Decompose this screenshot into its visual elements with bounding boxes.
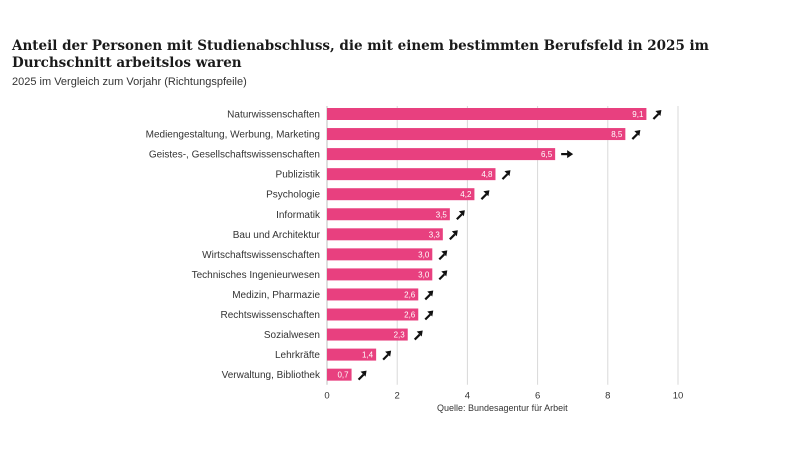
- arrow-shaft: [424, 313, 432, 321]
- bar: [327, 308, 419, 321]
- arrow-head: [427, 290, 434, 297]
- arrow-shaft: [480, 193, 488, 200]
- data-label: 3,3: [429, 230, 441, 239]
- arrow-head: [441, 270, 448, 277]
- chart-subtitle: 2025 im Vergleich zum Vorjahr (Richtungs…: [12, 76, 247, 88]
- arrow-shaft: [413, 333, 421, 341]
- arrow-head: [634, 130, 641, 137]
- category-label: Verwaltung, Bibliothek: [222, 370, 321, 381]
- category-label: Naturwissenschaften: [227, 110, 320, 121]
- arrow-shaft: [357, 373, 365, 381]
- trend-arrow-icon: [438, 270, 448, 281]
- data-label: 3,5: [436, 210, 448, 219]
- arrow-shaft: [501, 173, 509, 180]
- x-tick-label: 2: [395, 391, 400, 402]
- trend-arrow-icon: [561, 150, 574, 159]
- chart-title: Anteil der Personen mit Studienabschluss…: [12, 38, 709, 71]
- arrow-head: [451, 230, 458, 237]
- data-label: 8,5: [611, 130, 623, 139]
- bar: [327, 248, 433, 261]
- bar: [327, 108, 647, 120]
- arrow-shaft: [424, 293, 432, 301]
- arrow-shaft: [438, 273, 446, 281]
- trend-arrow-icon: [631, 130, 641, 140]
- trend-arrow-icon: [357, 370, 367, 381]
- arrow-head: [360, 370, 367, 377]
- bar: [327, 288, 419, 301]
- x-tick-label: 4: [465, 391, 470, 402]
- arrow-shaft: [382, 353, 389, 361]
- arrow-head: [567, 150, 574, 159]
- bar: [327, 208, 450, 221]
- bar: [327, 168, 496, 181]
- bar: [327, 368, 352, 381]
- category-label: Bau und Architektur: [233, 230, 321, 241]
- data-label: 0,7: [337, 371, 349, 380]
- bar: [327, 148, 556, 161]
- category-label: Psychologie: [266, 190, 320, 201]
- category-label: Publizistik: [276, 170, 321, 181]
- data-label: 2,6: [404, 311, 416, 320]
- data-label: 3,0: [418, 270, 430, 279]
- data-label: 2,6: [404, 290, 416, 299]
- trend-arrow-icon: [424, 310, 434, 321]
- category-label: Technisches Ingenieurwesen: [192, 270, 320, 281]
- data-label: 2,3: [394, 331, 406, 340]
- trend-arrow-icon: [424, 290, 434, 301]
- trend-arrow-icon: [501, 170, 511, 180]
- arrow-shaft: [631, 133, 639, 140]
- bar: [327, 268, 433, 281]
- category-label: Wirtschaftswissenschaften: [202, 250, 320, 261]
- bar: [327, 228, 443, 241]
- arrow-head: [416, 330, 423, 337]
- trend-arrow-icon: [438, 250, 448, 261]
- category-label: Medizin, Pharmazie: [232, 290, 320, 301]
- data-label: 6,5: [541, 150, 553, 159]
- data-label: 9,1: [632, 110, 644, 119]
- arrow-head: [458, 210, 465, 217]
- x-tick-label: 6: [535, 391, 540, 402]
- arrow-head: [441, 250, 448, 257]
- category-label: Informatik: [276, 210, 321, 221]
- arrow-shaft: [449, 233, 456, 241]
- arrow-head: [504, 170, 511, 177]
- bar: [327, 348, 377, 361]
- arrow-shaft: [438, 253, 446, 261]
- data-label: 4,8: [481, 170, 493, 179]
- category-label: Mediengestaltung, Werbung, Marketing: [146, 130, 320, 141]
- trend-arrow-icon: [480, 190, 490, 200]
- x-tick-label: 8: [605, 391, 610, 402]
- trend-arrow-icon: [456, 210, 465, 221]
- x-tick-label: 10: [673, 391, 684, 402]
- data-label: 1,4: [362, 351, 374, 360]
- bar: [327, 188, 475, 201]
- category-label: Rechtswissenschaften: [221, 310, 321, 321]
- bar: [327, 128, 626, 141]
- trend-arrow-icon: [382, 350, 392, 361]
- category-label: Lehrkräfte: [275, 350, 320, 361]
- bar: [327, 328, 408, 341]
- arrow-head: [427, 310, 434, 317]
- data-label: 3,0: [418, 250, 430, 259]
- arrow-head: [483, 190, 490, 197]
- arrow-shaft: [456, 213, 463, 221]
- chart-source: Quelle: Bundesagentur für Arbeit: [437, 403, 568, 413]
- data-label: 4,2: [460, 190, 472, 199]
- arrow-shaft: [652, 113, 660, 120]
- x-tick-label: 0: [324, 391, 329, 402]
- category-label: Geistes-, Gesellschaftswissenschaften: [149, 150, 320, 161]
- trend-arrow-icon: [449, 230, 458, 241]
- arrow-head: [655, 110, 662, 116]
- category-label: Sozialwesen: [264, 330, 320, 341]
- arrow-head: [385, 350, 392, 357]
- trend-arrow-icon: [413, 330, 423, 341]
- trend-arrow-icon: [652, 110, 662, 120]
